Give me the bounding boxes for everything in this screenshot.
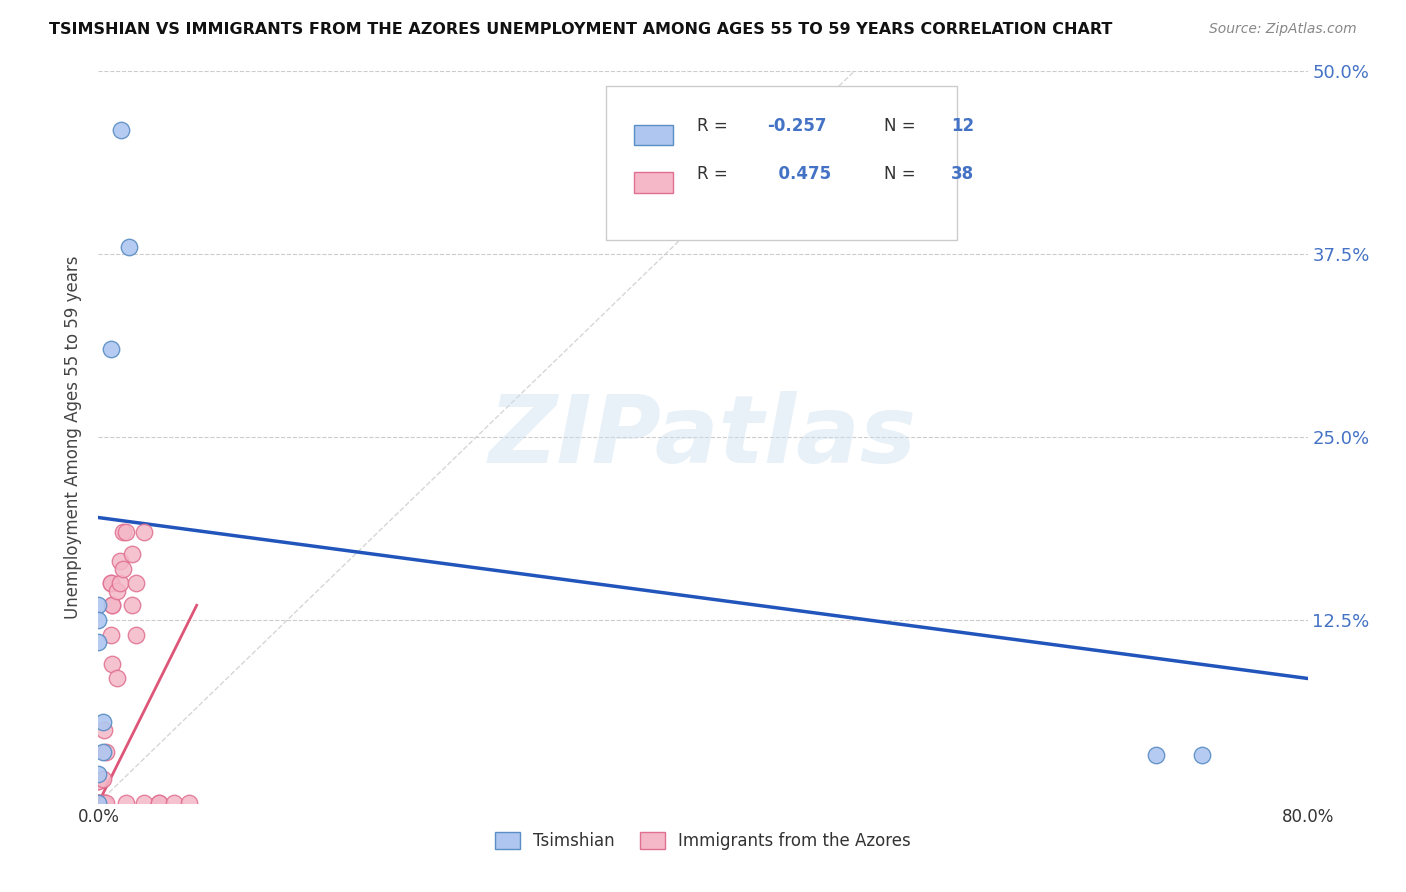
Text: R =: R = xyxy=(697,165,733,183)
Point xyxy=(148,796,170,810)
Point xyxy=(91,796,114,810)
Point xyxy=(87,773,110,788)
Point xyxy=(125,576,148,591)
Point xyxy=(87,796,110,810)
Point xyxy=(111,562,134,576)
Text: TSIMSHIAN VS IMMIGRANTS FROM THE AZORES UNEMPLOYMENT AMONG AGES 55 TO 59 YEARS C: TSIMSHIAN VS IMMIGRANTS FROM THE AZORES … xyxy=(49,22,1112,37)
Point xyxy=(101,657,124,671)
Point xyxy=(87,796,110,810)
Point xyxy=(132,525,155,540)
Point xyxy=(1191,747,1213,762)
Point xyxy=(108,554,131,568)
Point xyxy=(91,772,114,787)
Point xyxy=(100,576,122,591)
Text: R =: R = xyxy=(697,117,733,136)
Point xyxy=(87,796,110,810)
Point xyxy=(100,576,122,591)
FancyBboxPatch shape xyxy=(634,172,672,193)
Point xyxy=(87,796,110,810)
Point xyxy=(132,796,155,810)
Point xyxy=(87,599,110,613)
Point xyxy=(118,240,141,254)
Point xyxy=(93,796,115,810)
Text: N =: N = xyxy=(884,117,921,136)
Point xyxy=(148,796,170,810)
Point xyxy=(163,796,186,810)
Point xyxy=(87,773,110,788)
Point xyxy=(105,672,128,686)
Text: Source: ZipAtlas.com: Source: ZipAtlas.com xyxy=(1209,22,1357,37)
Point xyxy=(91,715,114,730)
Point xyxy=(94,745,117,759)
Point xyxy=(179,796,201,810)
Y-axis label: Unemployment Among Ages 55 to 59 years: Unemployment Among Ages 55 to 59 years xyxy=(65,255,83,619)
Point xyxy=(125,627,148,641)
Point xyxy=(110,123,132,137)
Point xyxy=(121,599,143,613)
Point xyxy=(100,343,122,357)
Point xyxy=(101,599,124,613)
Text: -0.257: -0.257 xyxy=(768,117,827,136)
Point xyxy=(93,723,115,737)
Point xyxy=(108,576,131,591)
Point xyxy=(111,525,134,540)
Point xyxy=(114,525,136,540)
Point xyxy=(94,796,117,810)
Point xyxy=(114,796,136,810)
Point xyxy=(121,547,143,561)
Point xyxy=(87,635,110,649)
Text: 38: 38 xyxy=(950,165,974,183)
FancyBboxPatch shape xyxy=(606,86,957,240)
Point xyxy=(100,627,122,641)
Point xyxy=(91,796,114,810)
Point xyxy=(1144,747,1167,762)
Legend: Tsimshian, Immigrants from the Azores: Tsimshian, Immigrants from the Azores xyxy=(488,825,918,856)
Text: ZIPatlas: ZIPatlas xyxy=(489,391,917,483)
FancyBboxPatch shape xyxy=(634,125,672,145)
Point xyxy=(101,599,124,613)
Point xyxy=(87,796,110,810)
Text: 12: 12 xyxy=(950,117,974,136)
Point xyxy=(105,583,128,598)
Point xyxy=(91,745,114,759)
Point xyxy=(87,766,110,780)
Text: 0.475: 0.475 xyxy=(768,165,831,183)
Point xyxy=(87,613,110,627)
Point xyxy=(87,796,110,810)
Text: N =: N = xyxy=(884,165,921,183)
